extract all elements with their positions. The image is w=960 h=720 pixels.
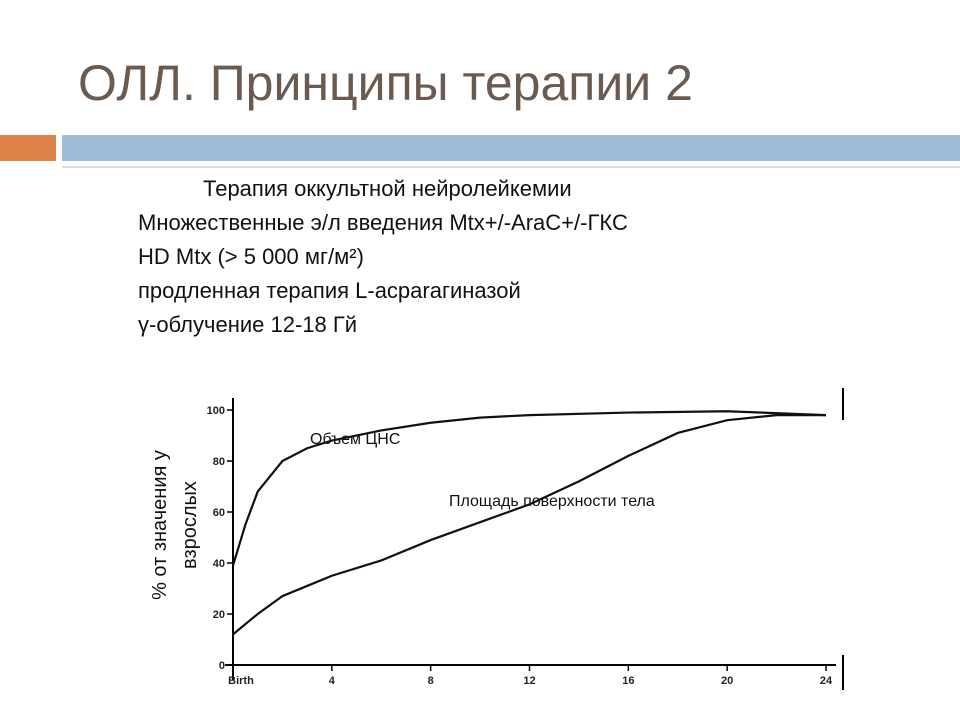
y-tick-label: 100 — [207, 405, 225, 417]
y-axis-label: % от значения у — [149, 450, 171, 600]
series-line — [231, 410, 827, 566]
series-line — [232, 414, 826, 636]
x-tick-label: Birth — [228, 675, 254, 687]
series-label: Объем ЦНС — [310, 431, 400, 448]
x-tick-label: 20 — [721, 675, 733, 687]
y-tick-label: 40 — [213, 558, 225, 570]
body-line: Терапия оккультной нейролейкемии — [203, 176, 572, 201]
series-label: Площадь поверхности тела — [449, 493, 655, 510]
body-line: HD Mtx (> 5 000 мг/м²) — [138, 244, 364, 269]
y-tick-label: 80 — [213, 456, 225, 468]
y-tick-label: 60 — [213, 507, 225, 519]
header-bar — [62, 135, 960, 161]
y-tick-label: 0 — [219, 660, 225, 672]
body-line: продленная терапия L-асparaгиназой — [138, 278, 521, 303]
x-tick-label: 24 — [820, 675, 833, 687]
slide-title: ОЛЛ. Принципы терапии 2 — [78, 55, 693, 111]
y-axis-label: взрослых — [179, 481, 201, 569]
x-tick-label: 8 — [428, 675, 434, 687]
x-tick-label: 12 — [523, 675, 535, 687]
body-line: Множественные э/л введения Mtx+/-AraC+/-… — [138, 210, 628, 235]
accent-bar — [0, 135, 56, 161]
x-tick-label: 4 — [329, 675, 336, 687]
x-tick-label: 16 — [622, 675, 634, 687]
y-tick-label: 20 — [213, 609, 225, 621]
body-line: γ-облучение 12-18 Гй — [138, 312, 357, 337]
